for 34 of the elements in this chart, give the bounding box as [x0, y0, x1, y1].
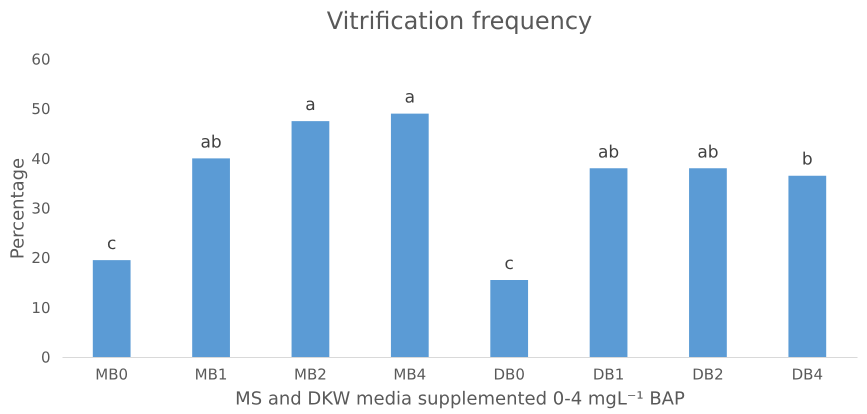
bar	[689, 168, 727, 357]
bar	[788, 176, 826, 357]
x-tick-label: MB0	[95, 366, 128, 384]
annotation: b	[802, 150, 813, 170]
x-tick-label: DB1	[592, 366, 624, 384]
annotation: a	[404, 88, 416, 108]
y-tick-label: 0	[40, 348, 50, 366]
x-tick-label: DB0	[493, 366, 525, 384]
annotation: ab	[200, 132, 222, 152]
y-tick-label: 60	[31, 50, 50, 68]
chart-title: Vitrification frequency	[326, 7, 592, 35]
y-tick-label: 50	[31, 100, 50, 118]
bar	[390, 114, 429, 357]
bar	[292, 121, 330, 357]
annotation: c	[504, 254, 514, 274]
annotation: c	[107, 234, 116, 254]
y-tick-label: 40	[31, 150, 50, 168]
y-tick-label: 10	[31, 298, 50, 317]
x-tick-label: MB1	[194, 366, 228, 384]
bar	[490, 280, 528, 357]
bar	[92, 260, 131, 357]
y-tick-label: 20	[31, 249, 50, 268]
y-tick-label: 30	[31, 200, 50, 218]
annotation: a	[305, 95, 316, 116]
bar	[590, 168, 628, 357]
x-axis-title: MS and DKW media supplemented 0-4 mgL⁻¹ BAP	[235, 388, 685, 410]
x-tick-label: DB4	[792, 366, 824, 384]
bar	[192, 158, 230, 357]
annotation: ab	[697, 142, 719, 162]
x-tick-label: MB4	[393, 366, 426, 384]
x-tick-label: DB2	[692, 366, 724, 384]
x-tick-label: MB2	[294, 366, 327, 384]
annotation: ab	[598, 142, 620, 162]
y-axis-title: Percentage	[7, 158, 28, 260]
